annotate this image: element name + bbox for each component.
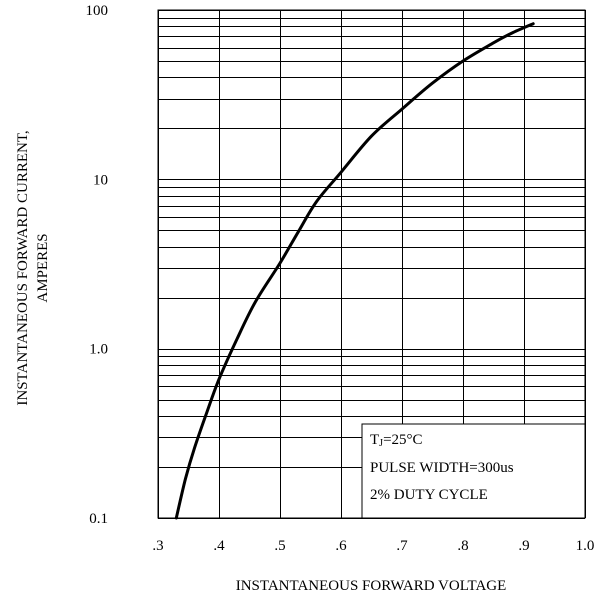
- conditions-note: TJ=25°C PULSE WIDTH=300us 2% DUTY CYCLE: [361, 423, 586, 519]
- x-tick-label: .6: [335, 538, 347, 554]
- y-axis-title-line2: AMPERES: [35, 233, 51, 302]
- y-axis-title-line1: INSTANTANEOUS FORWARD CURRENT,: [15, 130, 31, 405]
- note-tj-rest: =25°C: [383, 432, 422, 448]
- y-tick-label: 10: [93, 172, 108, 188]
- x-tick-label: .5: [274, 538, 285, 554]
- y-tick-label: 100: [86, 3, 109, 19]
- y-tick-label: 0.1: [89, 511, 108, 527]
- y-tick-labels: 0.1 1.0 10 100: [86, 3, 109, 527]
- y-tick-label: 1.0: [89, 342, 108, 358]
- conditions-box: [361, 423, 586, 519]
- grid: [158, 10, 586, 519]
- note-tj: TJ=25°C: [370, 432, 423, 449]
- note-tj-main: T: [370, 432, 379, 448]
- x-tick-label: .7: [396, 538, 408, 554]
- x-axis-title: INSTANTANEOUS FORWARD VOLTAGE: [236, 578, 507, 594]
- note-tj-sub: J: [379, 438, 383, 449]
- note-duty-cycle: 2% DUTY CYCLE: [370, 487, 488, 503]
- x-tick-label: .9: [518, 538, 529, 554]
- x-tick-labels: .3 .4 .5 .6 .7 .8 .9 1.0: [152, 538, 594, 554]
- note-pulse-width: PULSE WIDTH=300us: [370, 460, 514, 476]
- series-line: [174, 22, 535, 520]
- x-tick-label: .8: [457, 538, 468, 554]
- x-tick-label: .4: [213, 538, 225, 554]
- x-tick-label: .3: [152, 538, 163, 554]
- x-tick-label: 1.0: [576, 538, 595, 554]
